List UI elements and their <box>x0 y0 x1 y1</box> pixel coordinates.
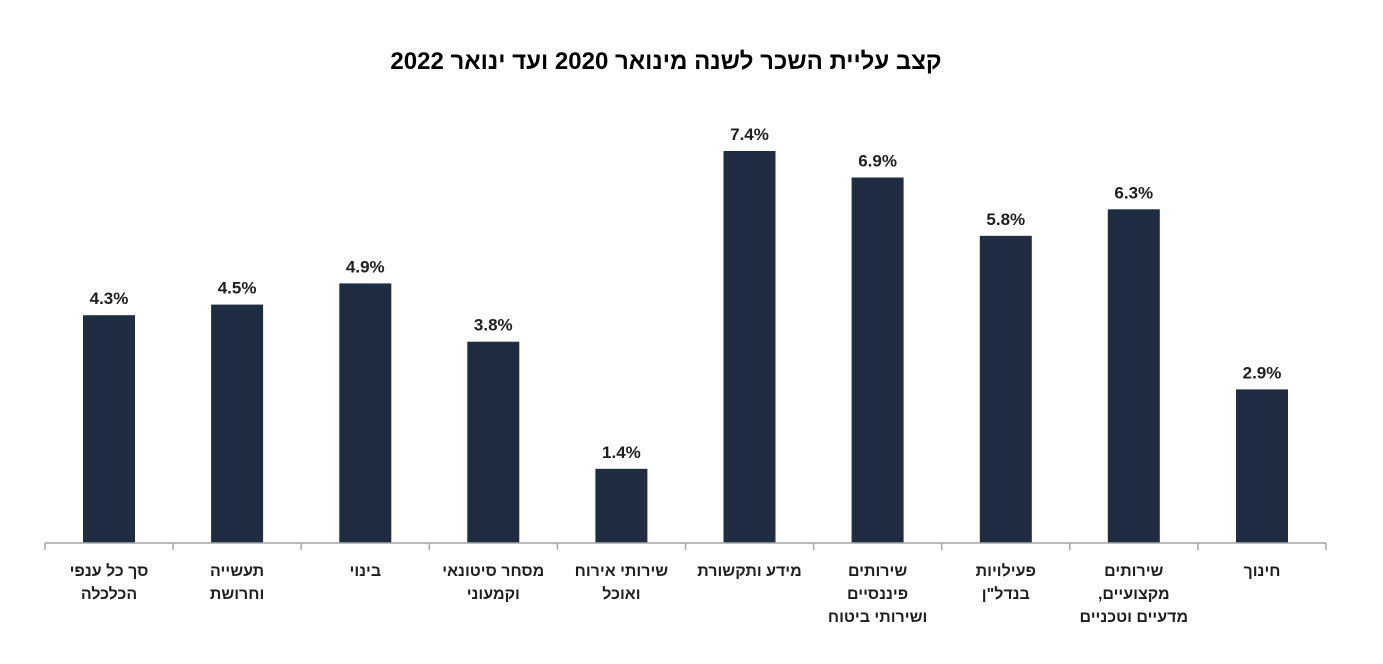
category-label: שירותי אירוח <box>575 563 669 580</box>
data-label: 4.5% <box>218 279 257 298</box>
category-label: פעילויות <box>976 562 1036 580</box>
category-label: הכלכלה <box>81 585 137 603</box>
category-label: שירותים <box>1104 563 1163 580</box>
bar <box>1107 209 1160 544</box>
category-label: ואוכל <box>602 585 640 603</box>
category-label: מקצועיים, <box>1098 586 1170 603</box>
category-label: וחרושת <box>210 586 264 603</box>
bar <box>211 304 264 543</box>
data-label: 4.9% <box>346 257 385 276</box>
chart-title: קצב עליית השכר לשנה מינואר 2020 ועד ינוא… <box>390 48 941 75</box>
data-label: 6.3% <box>1114 183 1153 202</box>
category-label: סך כל ענפי <box>70 562 149 580</box>
category-label: שירותים <box>848 563 907 580</box>
category-label: תעשייה <box>210 563 264 580</box>
data-label: 7.4% <box>730 125 769 144</box>
data-label: 6.9% <box>858 152 897 171</box>
category-label: וקמעוני <box>467 586 520 603</box>
bar <box>467 341 520 543</box>
category-label: פיננסיים <box>847 586 908 603</box>
bar <box>979 235 1032 544</box>
data-label: 3.8% <box>474 316 513 335</box>
bar <box>1236 389 1288 543</box>
category-label: מסחר סיטונאי <box>442 563 544 580</box>
bar <box>339 283 392 543</box>
category-label: חינוך <box>1244 563 1281 580</box>
category-label: בנדל"ן <box>982 585 1030 603</box>
bar <box>723 151 776 543</box>
category-label: מידע ותקשורת <box>697 563 801 580</box>
bar <box>595 468 648 543</box>
bar <box>83 315 135 543</box>
category-label: מדעיים וטכניים <box>1080 609 1189 626</box>
data-label: 4.3% <box>90 289 129 308</box>
bar <box>851 177 904 543</box>
data-label: 2.9% <box>1243 363 1282 382</box>
data-label: 5.8% <box>986 210 1025 229</box>
category-label: ושירותי ביטוח <box>828 609 927 626</box>
data-label: 1.4% <box>602 443 641 462</box>
category-label: בינוי <box>349 563 381 580</box>
